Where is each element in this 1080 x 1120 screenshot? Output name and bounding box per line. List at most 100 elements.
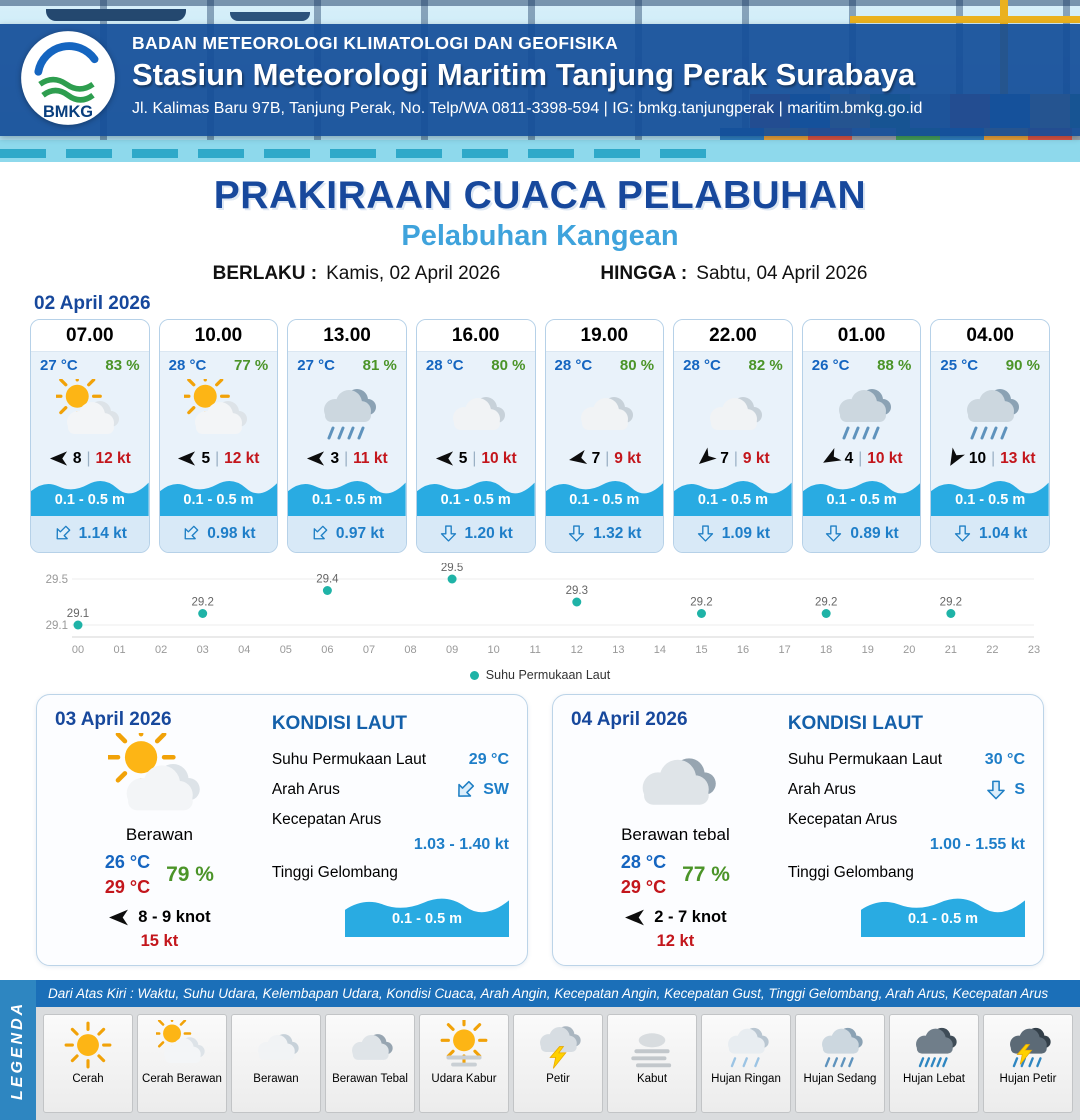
gust-speed: 10 kt xyxy=(867,449,903,467)
hourly-forecast-card: 04.00 25 °C 90 % 10 | 13 kt 0.1 - 0.5 m … xyxy=(930,319,1050,553)
day-card: 03 April 2026 Berawan 26 °C 29 °C 79 % 8… xyxy=(36,694,528,966)
temp-min: 28 °C xyxy=(620,852,667,872)
validity-row: BERLAKU : Kamis, 02 April 2026 HINGGA : Sa… xyxy=(0,263,1080,285)
forecast-time: 01.00 xyxy=(802,320,921,352)
svg-text:29.4: 29.4 xyxy=(316,574,339,586)
wind-row: 7 | 9 kt xyxy=(674,447,792,474)
legend-item: Berawan xyxy=(231,1014,321,1113)
svg-text:09: 09 xyxy=(446,644,458,656)
temp-max: 29 °C xyxy=(104,877,151,897)
legend-side-title: LEGENDA xyxy=(0,980,36,1120)
wave-height-band: 0.1 - 0.5 m xyxy=(288,474,406,516)
current-speed: 1.20 kt xyxy=(464,524,513,542)
wind-row: 5 | 12 kt xyxy=(160,448,278,474)
current-speed: 1.32 kt xyxy=(593,524,642,542)
humidity: 77 % xyxy=(682,863,730,886)
day-weather-column: 03 April 2026 Berawan 26 °C 29 °C 79 % 8… xyxy=(55,709,264,951)
svg-text:29.2: 29.2 xyxy=(940,597,962,609)
hourly-cards: 07.00 27 °C 83 % 8 | 12 kt 0.1 - 0.5 m 1… xyxy=(0,319,1080,553)
humidity: 88 % xyxy=(877,357,912,374)
legend-item: Hujan Sedang xyxy=(795,1014,885,1113)
wind-speed: 7 xyxy=(720,449,729,467)
weather-icon xyxy=(624,733,726,823)
day-temps: 28 °C 29 °C 77 % xyxy=(621,852,730,898)
sst-row: Suhu Permukaan Laut 29 °C xyxy=(272,751,509,769)
current-row: 1.32 kt xyxy=(545,516,664,552)
weather-icon xyxy=(956,379,1024,443)
ship-silhouette xyxy=(230,12,310,21)
agency-name: BADAN METEOROLOGI KLIMATOLOGI DAN GEOFIS… xyxy=(132,33,619,53)
svg-text:16: 16 xyxy=(737,644,749,656)
wind-direction-icon xyxy=(177,449,196,468)
current-direction-icon xyxy=(49,520,76,547)
legend-item: Udara Kabur xyxy=(419,1014,509,1113)
wave-height-band: 0.1 - 0.5 m xyxy=(802,474,921,516)
air-temperature: 27 °C xyxy=(40,357,78,374)
wave-icon xyxy=(545,474,664,516)
wave-icon xyxy=(416,474,535,516)
humidity: 81 % xyxy=(362,357,397,374)
svg-text:11: 11 xyxy=(530,644,541,656)
current-speed-label: Kecepatan Arus xyxy=(787,811,898,828)
wind-speed: 10 xyxy=(968,449,987,467)
gust-speed: 10 kt xyxy=(481,449,517,467)
svg-text:00: 00 xyxy=(72,644,84,656)
wave-icon xyxy=(861,891,1025,937)
wave-icon xyxy=(345,891,509,937)
current-speed: 0.98 kt xyxy=(207,524,256,542)
current-direction-icon xyxy=(824,524,843,543)
weather-icon xyxy=(699,379,767,443)
current-direction-icon xyxy=(985,779,1007,801)
svg-text:04: 04 xyxy=(238,644,250,656)
bmkg-logo-icon: BMKG xyxy=(18,28,118,128)
air-temperature: 28 °C xyxy=(554,357,593,374)
wave-height-band: 0.1 - 0.5 m xyxy=(416,474,535,516)
legend: LEGENDA Dari Atas Kiri : Waktu, Suhu Uda… xyxy=(0,980,1080,1120)
station-contact: Jl. Kalimas Baru 97B, Tanjung Perak, No.… xyxy=(132,100,923,117)
wind-row: 10 | 13 kt xyxy=(931,447,1049,474)
wind-row: 8 | 12 kt xyxy=(31,448,149,474)
svg-text:29.1: 29.1 xyxy=(46,620,68,632)
gust-speed: 12 kt xyxy=(95,449,131,467)
wave-height: 0.1 - 0.5 m xyxy=(312,492,383,508)
air-temperature: 27 °C xyxy=(297,357,335,374)
temp-humidity-row: 28 °C 77 % xyxy=(160,352,278,374)
forecast-time: 04.00 xyxy=(931,320,1049,352)
gust-speed: 12 kt xyxy=(656,932,695,950)
wind-gust-separator: | xyxy=(86,449,91,467)
hourly-forecast-card: 07.00 27 °C 83 % 8 | 12 kt 0.1 - 0.5 m 1… xyxy=(30,319,150,553)
valid-until: HINGGA : Sabtu, 04 April 2026 xyxy=(600,263,867,285)
temp-range: 26 °C 29 °C xyxy=(105,852,150,898)
weather-icon-row xyxy=(160,374,278,448)
legend-item-label: Hujan Ringan xyxy=(711,1073,781,1085)
page-title: PRAKIRAAN CUACA PELABUHAN xyxy=(213,174,867,217)
current-direction-row: Arah Arus SW xyxy=(272,779,509,801)
legend-weather-icon xyxy=(814,1020,866,1070)
wind-row: 2 - 7 knot xyxy=(624,907,727,928)
legend-item: Hujan Lebat xyxy=(889,1014,979,1113)
sea-conditions-heading: KONDISI LAUT xyxy=(787,713,923,734)
gust-speed: 9 kt xyxy=(614,449,641,467)
legend-weather-icon xyxy=(62,1020,114,1070)
wind-gust-separator: | xyxy=(605,449,610,467)
temp-max: 29 °C xyxy=(620,877,667,897)
svg-text:29.2: 29.2 xyxy=(192,597,214,609)
current-direction-label: Arah Arus xyxy=(271,781,340,798)
humidity: 79 % xyxy=(166,863,214,886)
day-date: 04 April 2026 xyxy=(571,709,688,730)
ship-silhouette xyxy=(46,9,186,21)
hourly-date: 02 April 2026 xyxy=(34,293,151,314)
wave-height: 0.1 - 0.5 m xyxy=(955,492,1026,508)
svg-text:29.2: 29.2 xyxy=(815,597,837,609)
wind-speed: 7 xyxy=(591,449,601,467)
current-speed-value: 1.03 - 1.40 kt xyxy=(413,836,509,853)
wind-speed: 2 - 7 knot xyxy=(654,908,727,926)
forecast-time: 19.00 xyxy=(545,320,664,352)
sea-conditions-column: KONDISI LAUT Suhu Permukaan Laut 29 °C A… xyxy=(272,709,509,951)
wind-gust-separator: | xyxy=(344,449,349,467)
legend-item: Petir xyxy=(513,1014,603,1113)
valid-from-value: Kamis, 02 April 2026 xyxy=(326,263,501,284)
wave-height: 0.1 - 0.5 m xyxy=(697,492,768,508)
legend-weather-icon xyxy=(720,1020,772,1070)
weather-icon xyxy=(108,733,210,823)
